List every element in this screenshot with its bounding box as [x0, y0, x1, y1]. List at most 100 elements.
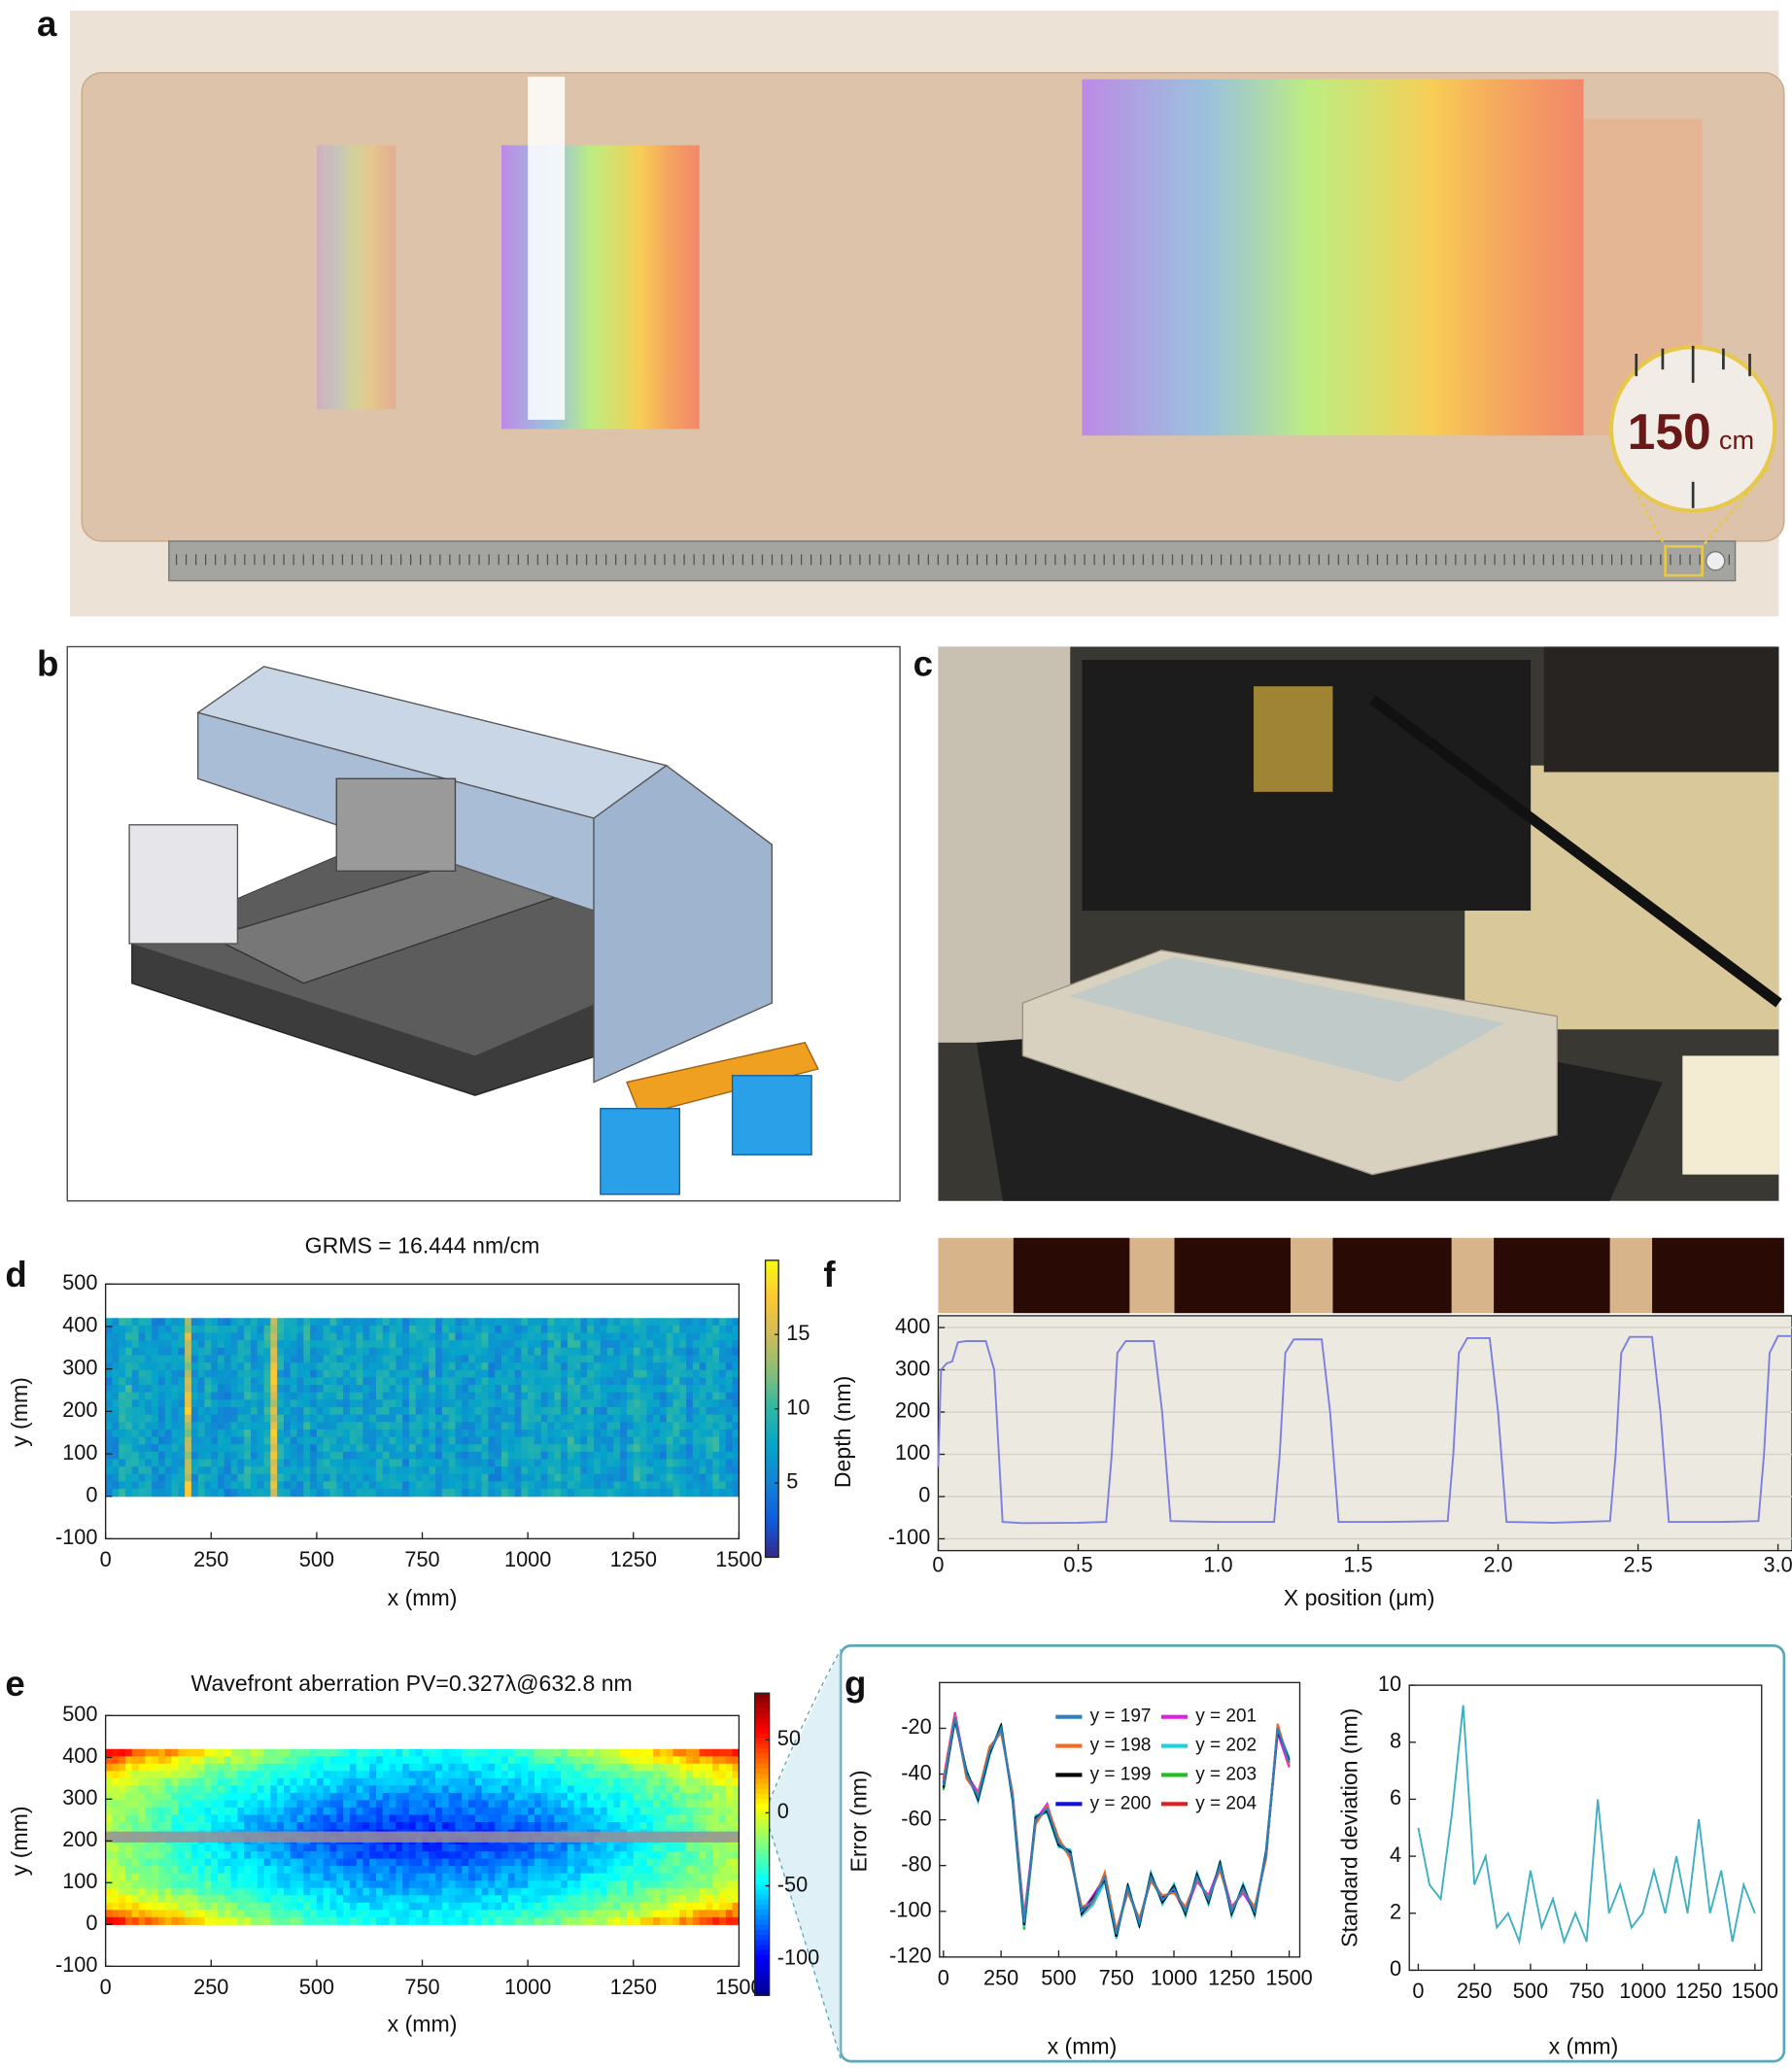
heatmap-cell [422, 1814, 430, 1823]
heatmap-cell [375, 1858, 384, 1867]
heatmap-cell [429, 1325, 436, 1334]
heatmap-cell [507, 1851, 516, 1860]
colorbar-tick-label: 50 [777, 1726, 801, 1750]
heatmap-cell [131, 1369, 140, 1378]
heatmap-cell [455, 1347, 463, 1357]
heatmap-cell [594, 1800, 602, 1809]
heatmap-cell [448, 1406, 457, 1416]
heatmap-cell [277, 1858, 285, 1867]
heatmap-cell [343, 1821, 351, 1831]
heatmap-cell [474, 1340, 483, 1349]
heatmap-cell [171, 1887, 179, 1896]
heatmap-cell [435, 1318, 443, 1327]
heatmap-cell [336, 1844, 344, 1852]
heatmap-cell [244, 1489, 252, 1498]
heatmap-cell [303, 1807, 311, 1816]
heatmap-cell [547, 1895, 555, 1904]
heatmap-cell [725, 1858, 734, 1867]
heatmap-cell [152, 1880, 159, 1889]
heatmap-cell [488, 1756, 496, 1765]
heatmap-cell [521, 1377, 529, 1386]
heatmap-cell [270, 1771, 278, 1779]
heatmap-cell [336, 1444, 344, 1453]
heatmap-cell [692, 1844, 701, 1852]
heatmap-cell [105, 1466, 113, 1475]
heatmap-cell [500, 1880, 509, 1889]
heatmap-cell [600, 1392, 608, 1400]
heatmap-cell [534, 1866, 542, 1875]
heatmap-cell [250, 1800, 258, 1809]
heatmap-cell [659, 1873, 668, 1881]
heatmap-cell [468, 1347, 476, 1357]
heatmap-cell [679, 1347, 687, 1357]
x-tick-label: 1000 [1151, 1966, 1197, 1990]
heatmap-cell [435, 1756, 443, 1765]
heatmap-cell [277, 1422, 285, 1430]
heatmap-cell [606, 1392, 614, 1400]
heatmap-cell [441, 1377, 450, 1386]
heatmap-cell [283, 1451, 292, 1461]
heatmap-cell [468, 1880, 476, 1889]
heatmap-cell [587, 1866, 595, 1875]
heatmap-cell [152, 1800, 159, 1809]
heatmap-cell [699, 1851, 707, 1860]
colorbar-cell [754, 1894, 770, 1901]
heatmap-cell [283, 1385, 292, 1394]
heatmap-cell [422, 1821, 430, 1831]
heatmap-cell [587, 1362, 595, 1371]
heatmap-cell [408, 1332, 417, 1341]
heatmap-cell [606, 1858, 614, 1867]
heatmap-cell [131, 1821, 140, 1831]
heatmap-cell [244, 1444, 252, 1453]
heatmap-cell [369, 1422, 377, 1430]
heatmap-cell [250, 1880, 258, 1889]
heatmap-cell [422, 1436, 430, 1445]
heatmap-cell [119, 1369, 126, 1378]
heatmap-cell [204, 1325, 212, 1334]
heatmap-cell [521, 1414, 529, 1423]
heatmap-cell [462, 1880, 469, 1889]
heatmap-cell [178, 1429, 186, 1438]
heatmap-cell [422, 1332, 430, 1341]
heatmap-cell [131, 1377, 140, 1386]
heatmap-cell [408, 1763, 417, 1772]
heatmap-cell [415, 1771, 424, 1779]
heatmap-cell [237, 1771, 245, 1779]
heatmap-cell [190, 1873, 199, 1881]
heatmap-cell [257, 1880, 265, 1889]
heatmap-cell [270, 1459, 278, 1467]
heatmap-cell [488, 1377, 496, 1386]
heatmap-cell [105, 1392, 113, 1400]
heatmap-cell [686, 1902, 694, 1911]
heatmap-cell [547, 1763, 555, 1772]
heatmap-cell [283, 1325, 292, 1334]
heatmap-cell [316, 1895, 325, 1904]
heatmap-cell [263, 1325, 271, 1334]
heatmap-cell [455, 1866, 463, 1875]
colorbar-cell [754, 1949, 770, 1956]
heatmap-cell [672, 1748, 680, 1757]
heatmap-cell [613, 1792, 621, 1801]
heatmap-cell [620, 1422, 628, 1430]
heatmap-cell [514, 1377, 522, 1386]
heatmap-cell [270, 1821, 278, 1831]
heatmap-cell [441, 1466, 450, 1475]
heatmap-cell [620, 1916, 628, 1925]
heatmap-cell [441, 1444, 450, 1453]
heatmap-cell [250, 1873, 258, 1881]
heatmap-cell [343, 1880, 351, 1889]
heatmap-cell [620, 1414, 628, 1423]
heatmap-cell [580, 1777, 588, 1786]
heatmap-cell [620, 1763, 628, 1772]
heatmap-cell [375, 1866, 384, 1875]
heatmap-cell [712, 1866, 720, 1875]
heatmap-cell [613, 1887, 621, 1896]
heatmap-cell [185, 1777, 192, 1786]
heatmap-cell [659, 1785, 668, 1794]
heatmap-cell [474, 1880, 483, 1889]
heatmap-cell [448, 1880, 457, 1889]
heatmap-cell [626, 1318, 635, 1327]
heatmap-cell [290, 1318, 298, 1327]
heatmap-cell [732, 1347, 740, 1357]
heatmap-cell [672, 1785, 680, 1794]
